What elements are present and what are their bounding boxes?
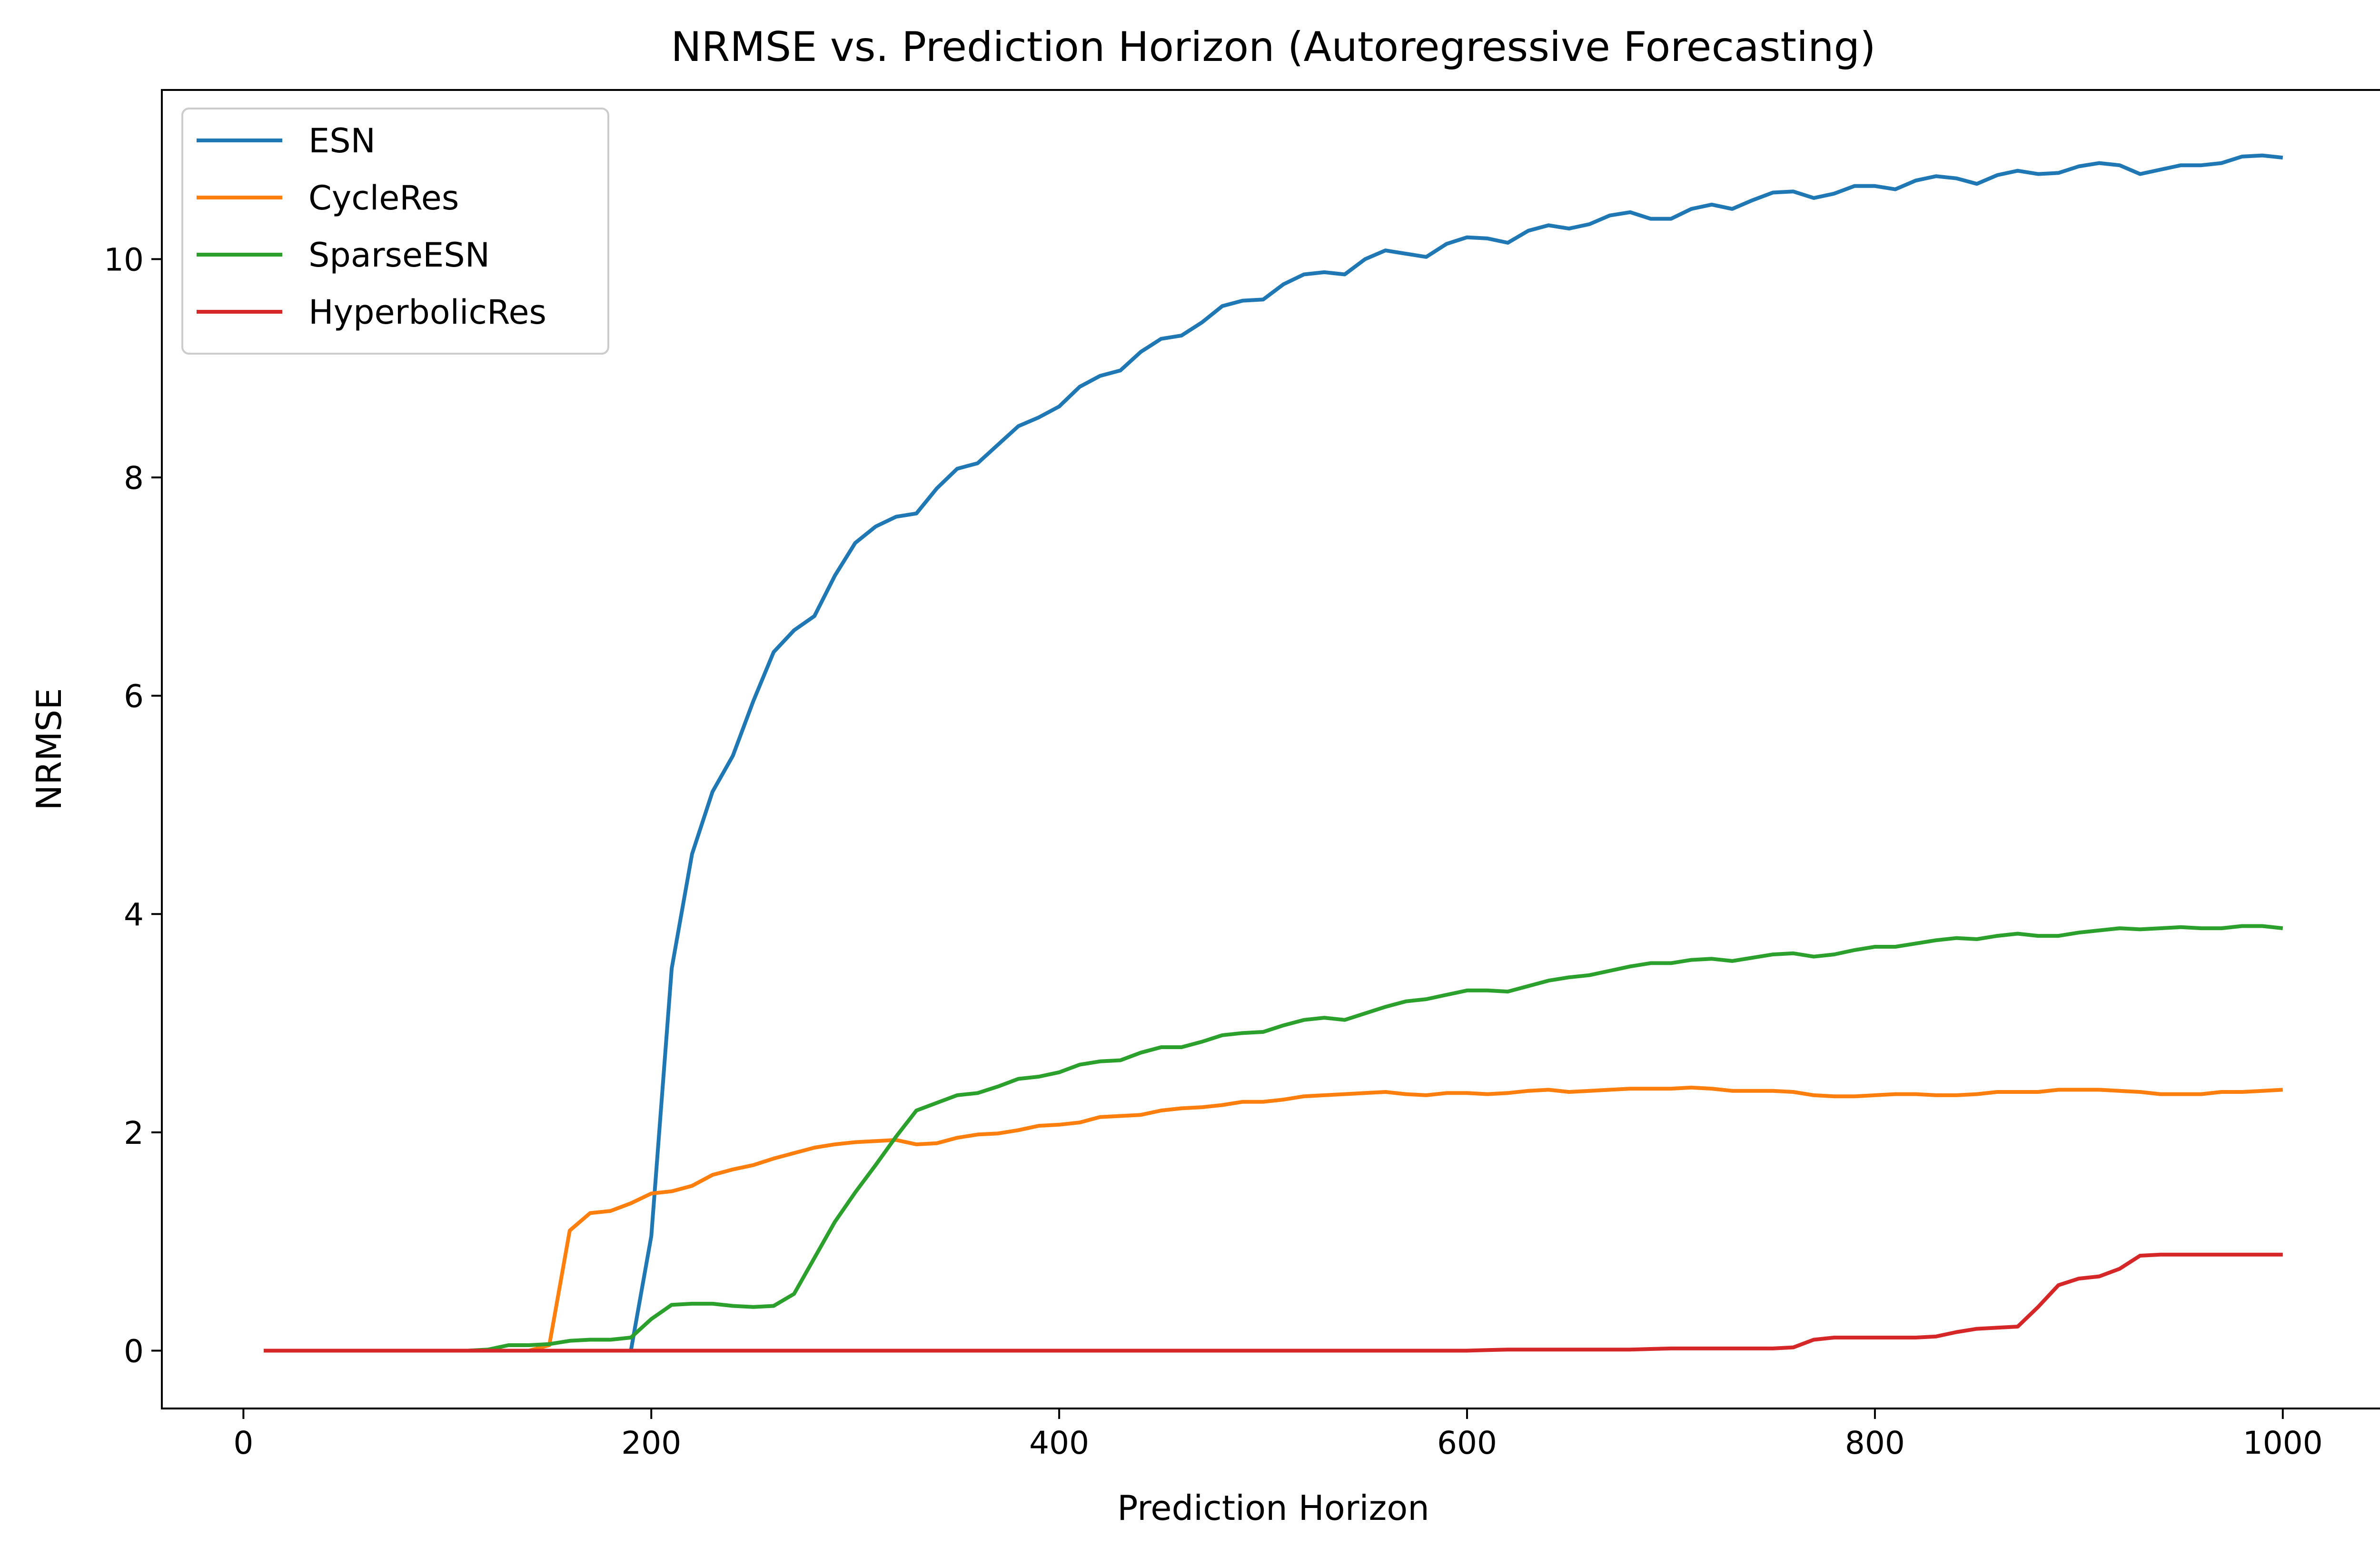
x-tick-label: 1000 (2243, 1425, 2323, 1461)
legend: ESN CycleRes SparseESN HyperbolicRes (181, 108, 609, 355)
y-tick-label: 2 (124, 1115, 144, 1151)
x-tick-label: 0 (233, 1425, 253, 1461)
x-tick-label: 200 (621, 1425, 681, 1461)
plot-series (264, 153, 2283, 1353)
plot-frame (161, 89, 2380, 1409)
series-line-hyperbolicres (264, 1252, 2283, 1353)
y-tick-label: 4 (124, 896, 144, 933)
legend-label-esn: ESN (308, 121, 376, 160)
chart-title: NRMSE vs. Prediction Horizon (Autoregres… (671, 23, 1875, 71)
y-tick-label: 6 (124, 678, 144, 715)
y-tick-label: 10 (104, 241, 144, 278)
series-line-sparseesn (264, 924, 2283, 1353)
legend-label-sparseesn: SparseESN (308, 236, 490, 275)
y-tick-label: 8 (124, 460, 144, 496)
series-line-cycleres (264, 1085, 2283, 1353)
y-axis-ticks: 0 2 4 6 8 10 (104, 241, 162, 1369)
legend-box (181, 108, 609, 355)
x-tick-label: 600 (1437, 1425, 1497, 1461)
y-axis-label: NRMSE (29, 688, 69, 810)
x-tick-label: 400 (1029, 1425, 1089, 1461)
legend-label-cycleres: CycleRes (308, 179, 459, 218)
legend-label-hyperbolicres: HyperbolicRes (308, 293, 546, 332)
y-tick-label: 0 (124, 1333, 144, 1369)
x-axis-label: Prediction Horizon (1117, 1488, 1429, 1528)
x-tick-label: 800 (1845, 1425, 1905, 1461)
x-axis-ticks: 0 200 400 600 800 1000 (233, 1408, 2323, 1461)
